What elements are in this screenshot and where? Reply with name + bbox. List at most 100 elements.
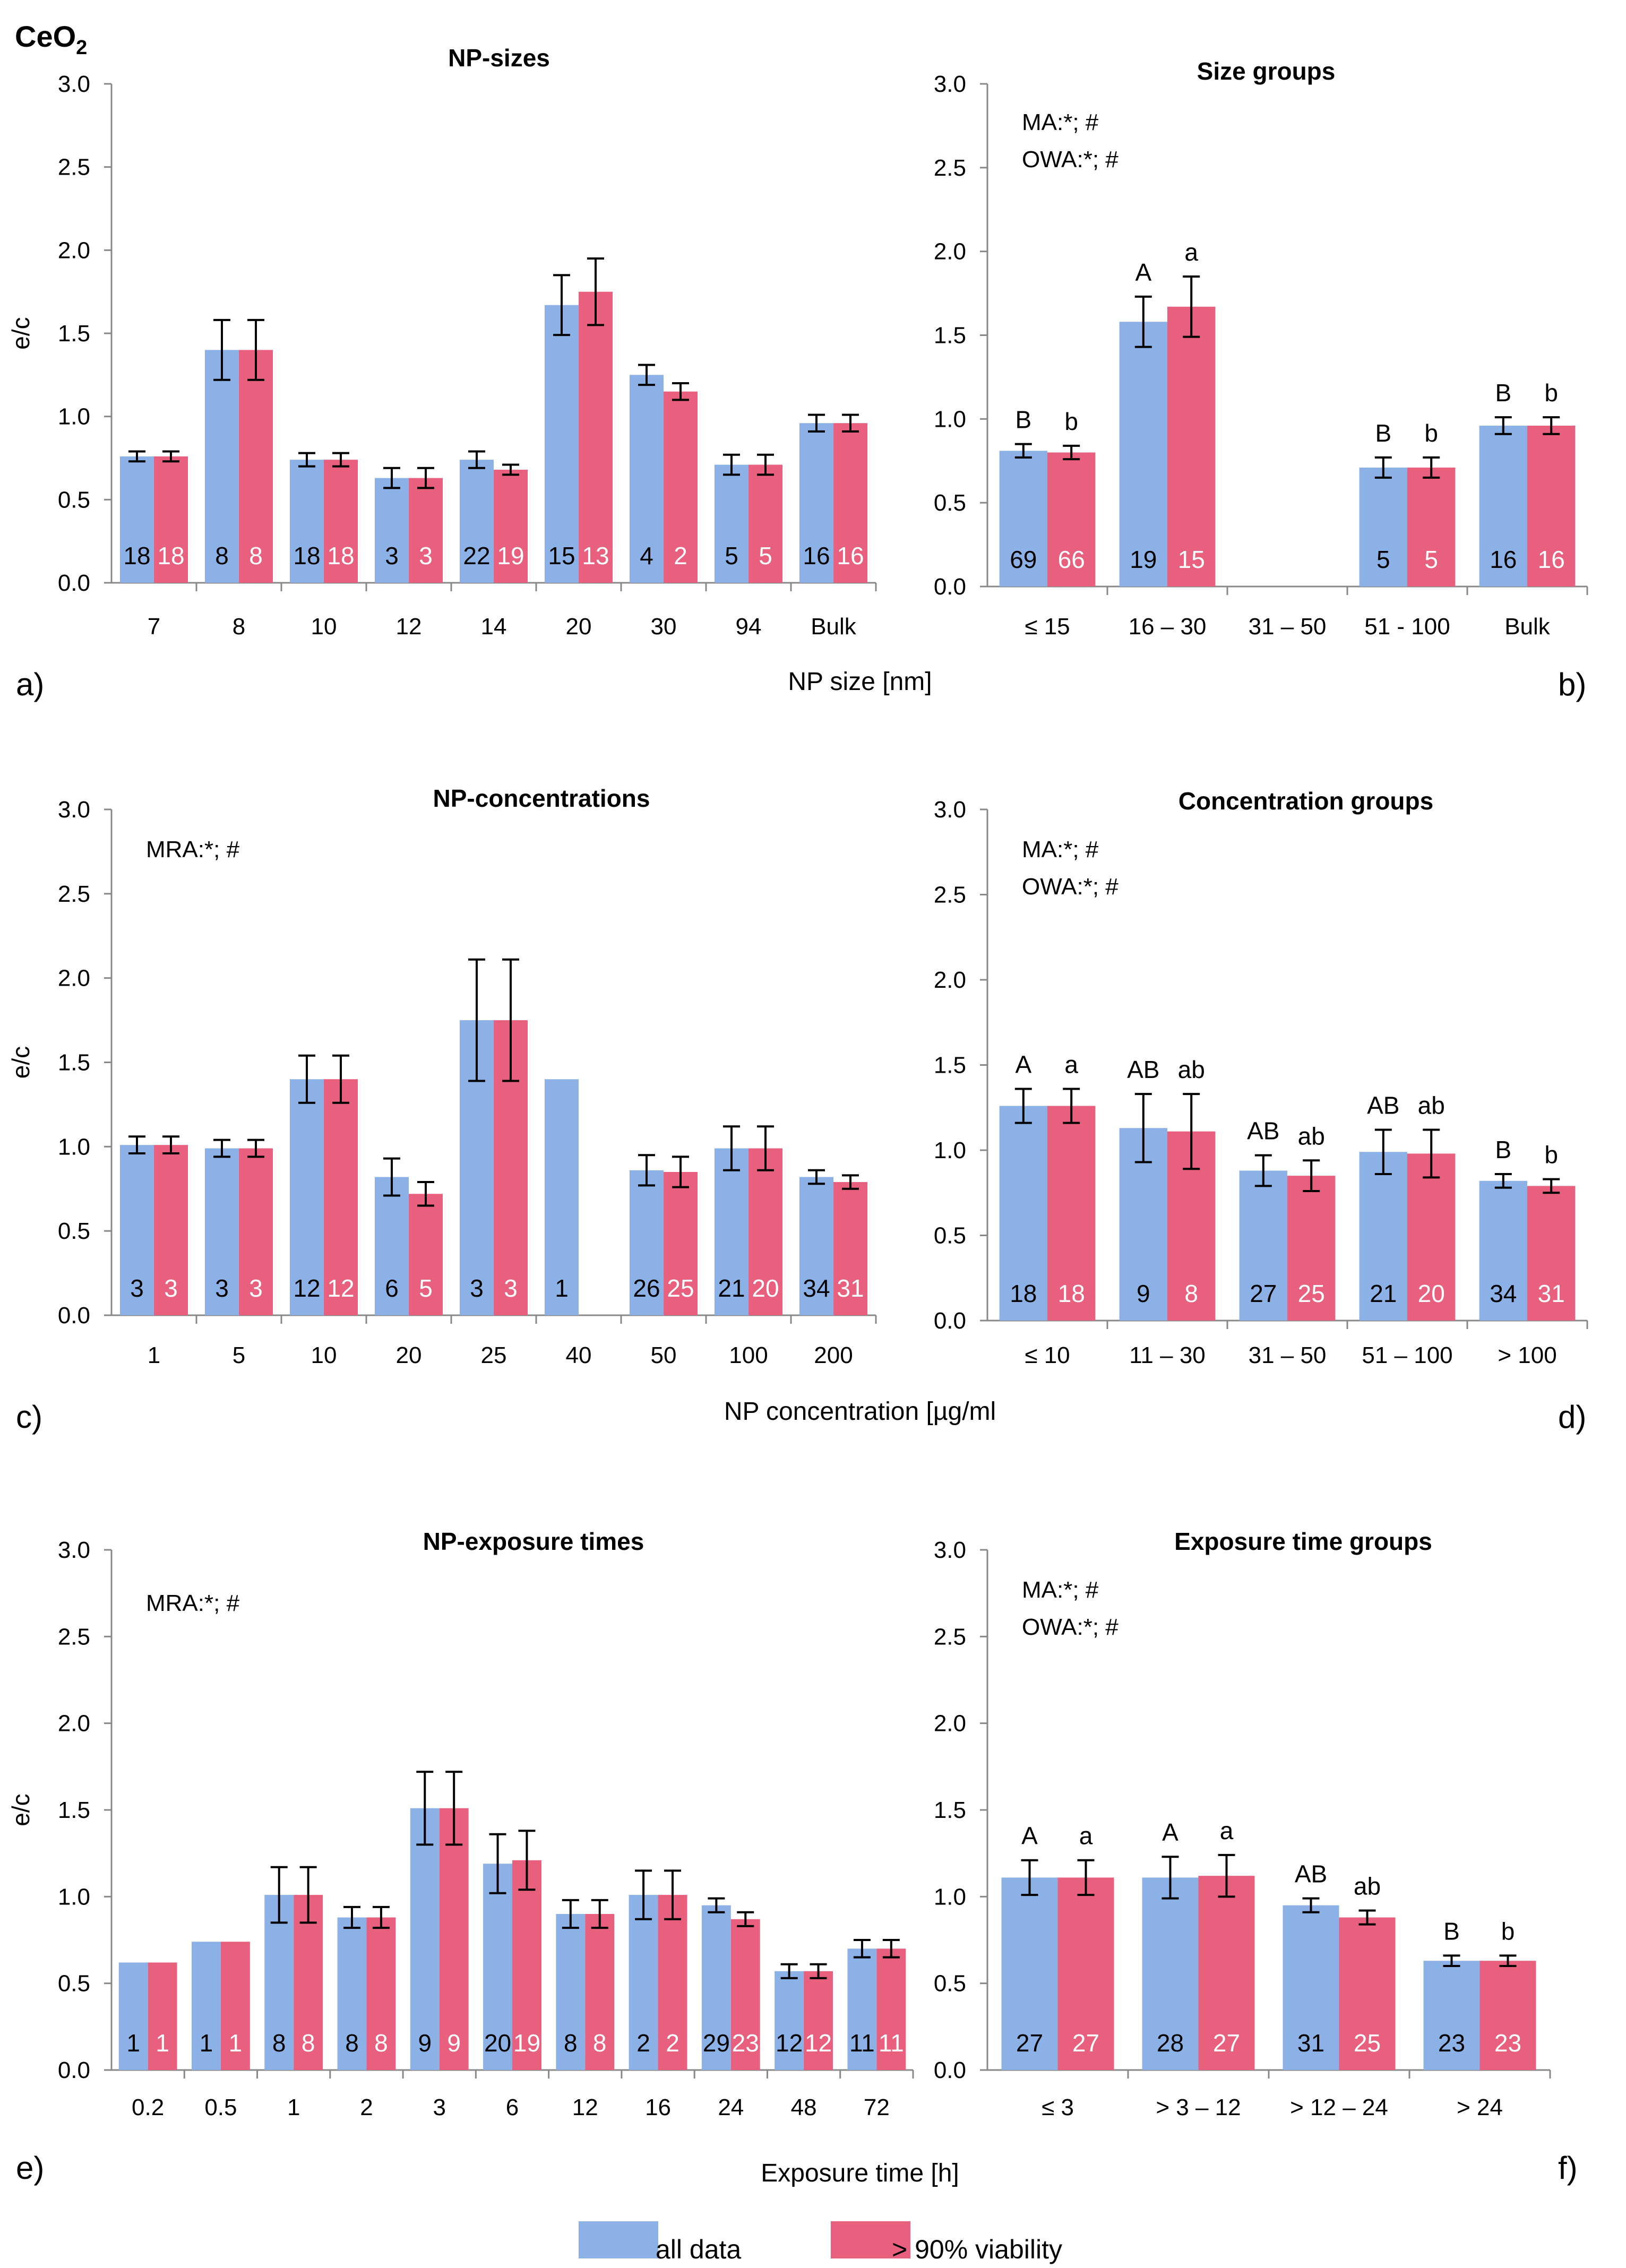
significance-letter: ab: [1298, 1122, 1325, 1150]
y-tick-label: 2.0: [58, 965, 90, 991]
x-tick-label: 31 – 50: [1249, 1342, 1327, 1368]
bar-all-data: [1359, 467, 1407, 587]
sample-count-label: 16: [837, 542, 864, 570]
significance-letter: A: [1021, 1822, 1038, 1850]
sample-count-label: 8: [272, 2029, 286, 2057]
y-tick-label: 2.0: [58, 237, 90, 263]
significance-letter: AB: [1367, 1091, 1399, 1119]
bar-all-data: [999, 451, 1047, 587]
bar-all-data: [630, 1170, 664, 1315]
y-tick-label: 3.0: [934, 797, 966, 823]
x-tick-label: 6: [506, 2094, 519, 2120]
bar-viability: [154, 1145, 188, 1315]
y-tick-label: 1.0: [58, 1134, 90, 1160]
bar-all-data: [799, 423, 833, 583]
bar-viability: [664, 1171, 698, 1315]
bar-all-data: [775, 1971, 804, 2070]
legend: all data > 90% viability: [579, 2221, 1062, 2264]
y-tick-label: 1.5: [58, 1050, 90, 1076]
sample-count-label: 19: [513, 2029, 540, 2057]
sample-count-label: 1: [156, 2029, 169, 2057]
sample-count-label: 23: [1494, 2029, 1521, 2057]
bar-all-data: [120, 1145, 154, 1315]
sample-count-label: 29: [703, 2029, 730, 2057]
sample-count-label: 31: [1297, 2029, 1324, 2057]
bar-viability: [239, 1148, 273, 1315]
stats-annotation: MA:*; #: [1022, 837, 1099, 863]
bar-all-data: [483, 1864, 512, 2070]
chart-title: Exposure time groups: [1174, 1528, 1432, 1555]
sample-count-label: 31: [837, 1274, 864, 1302]
bar-all-data: [1283, 1905, 1339, 2070]
x-tick-label: > 3 – 12: [1156, 2094, 1241, 2120]
y-tick-label: 1.0: [58, 404, 90, 430]
bar-all-data: [290, 1079, 324, 1315]
bar-all-data: [556, 1914, 586, 2070]
x-tick-label: 51 – 100: [1362, 1342, 1452, 1368]
sample-count-label: 18: [293, 542, 320, 570]
bar-all-data: [375, 1177, 409, 1315]
sample-count-label: 2: [636, 2029, 650, 2057]
sample-count-label: 15: [1178, 546, 1205, 573]
sample-count-label: 9: [447, 2029, 461, 2057]
bar-viability: [1407, 1153, 1456, 1321]
significance-letter: b: [1424, 419, 1438, 447]
y-tick-label: 0.5: [58, 487, 90, 513]
bar-viability: [366, 1917, 396, 2070]
significance-letter: AB: [1247, 1117, 1279, 1145]
x-tick-label: 72: [864, 2094, 890, 2120]
sample-count-label: 66: [1058, 546, 1085, 573]
y-tick-label: 1.5: [934, 323, 966, 349]
sample-count-label: 15: [548, 542, 575, 570]
y-tick-label: 3.0: [934, 71, 966, 97]
significance-letter: AB: [1127, 1056, 1159, 1083]
x-tick-label: 30: [651, 614, 677, 640]
x-tick-label: ≤ 3: [1042, 2094, 1074, 2120]
chart-title: Concentration groups: [1178, 787, 1433, 815]
significance-letter: a: [1064, 1050, 1078, 1078]
significance-letter: b: [1064, 408, 1078, 435]
significance-letter: ab: [1418, 1091, 1445, 1119]
bar-all-data: [1479, 425, 1527, 587]
bar-all-data: [192, 1942, 221, 2070]
bar-all-data: [1479, 1180, 1527, 1321]
chart-title: NP-concentrations: [433, 784, 650, 812]
bar-viability: [749, 464, 782, 583]
bar-viability: [148, 1962, 177, 2070]
sample-count-label: 9: [418, 2029, 432, 2057]
sample-count-label: 8: [564, 2029, 578, 2057]
y-tick-label: 2.0: [934, 967, 966, 993]
y-tick-label: 1.5: [58, 321, 90, 347]
sample-count-label: 3: [419, 542, 433, 570]
significance-letter: AB: [1295, 1860, 1327, 1888]
x-tick-label: 16 – 30: [1129, 614, 1207, 640]
x-tick-label: 20: [396, 1342, 422, 1368]
bar-viability: [1479, 1961, 1536, 2070]
y-tick-label: 1.5: [934, 1797, 966, 1823]
significance-letter: A: [1015, 1050, 1031, 1078]
y-tick-label: 0.0: [58, 570, 90, 596]
bar-all-data: [629, 1895, 658, 2070]
sample-count-label: 5: [1424, 546, 1438, 573]
panel-np-concentrations: 0.0 0.5 1.0 1.5 2.0 2.5 3.0 e/c NP-concentration…: [7, 784, 877, 1435]
bar-all-data: [545, 305, 579, 583]
sample-count-label: 22: [463, 542, 490, 570]
y-tick-label: 2.5: [58, 1624, 90, 1650]
panel-size-groups: 0.0 0.5 1.0 1.5 2.0 2.5 3.0 Size groups MA:*; # O…: [934, 57, 1588, 702]
bar-all-data: [290, 460, 324, 583]
sample-count-label: 19: [1130, 546, 1157, 573]
y-tick-label: 0.0: [934, 574, 966, 600]
legend-label-viability: > 90% viability: [892, 2235, 1062, 2264]
x-tick-label: 11 – 30: [1129, 1342, 1206, 1368]
bar-all-data: [847, 1948, 877, 2070]
sample-count-label: 1: [229, 2029, 243, 2057]
sample-count-label: 3: [249, 1274, 263, 1302]
bar-all-data: [715, 464, 749, 583]
sample-count-label: 1: [200, 2029, 213, 2057]
x-tick-label: 7: [148, 614, 160, 640]
bar-all-data: [1119, 322, 1167, 587]
sample-count-label: 13: [582, 542, 609, 570]
sample-count-label: 23: [1438, 2029, 1465, 2057]
y-tick-label: 1.5: [934, 1053, 966, 1079]
